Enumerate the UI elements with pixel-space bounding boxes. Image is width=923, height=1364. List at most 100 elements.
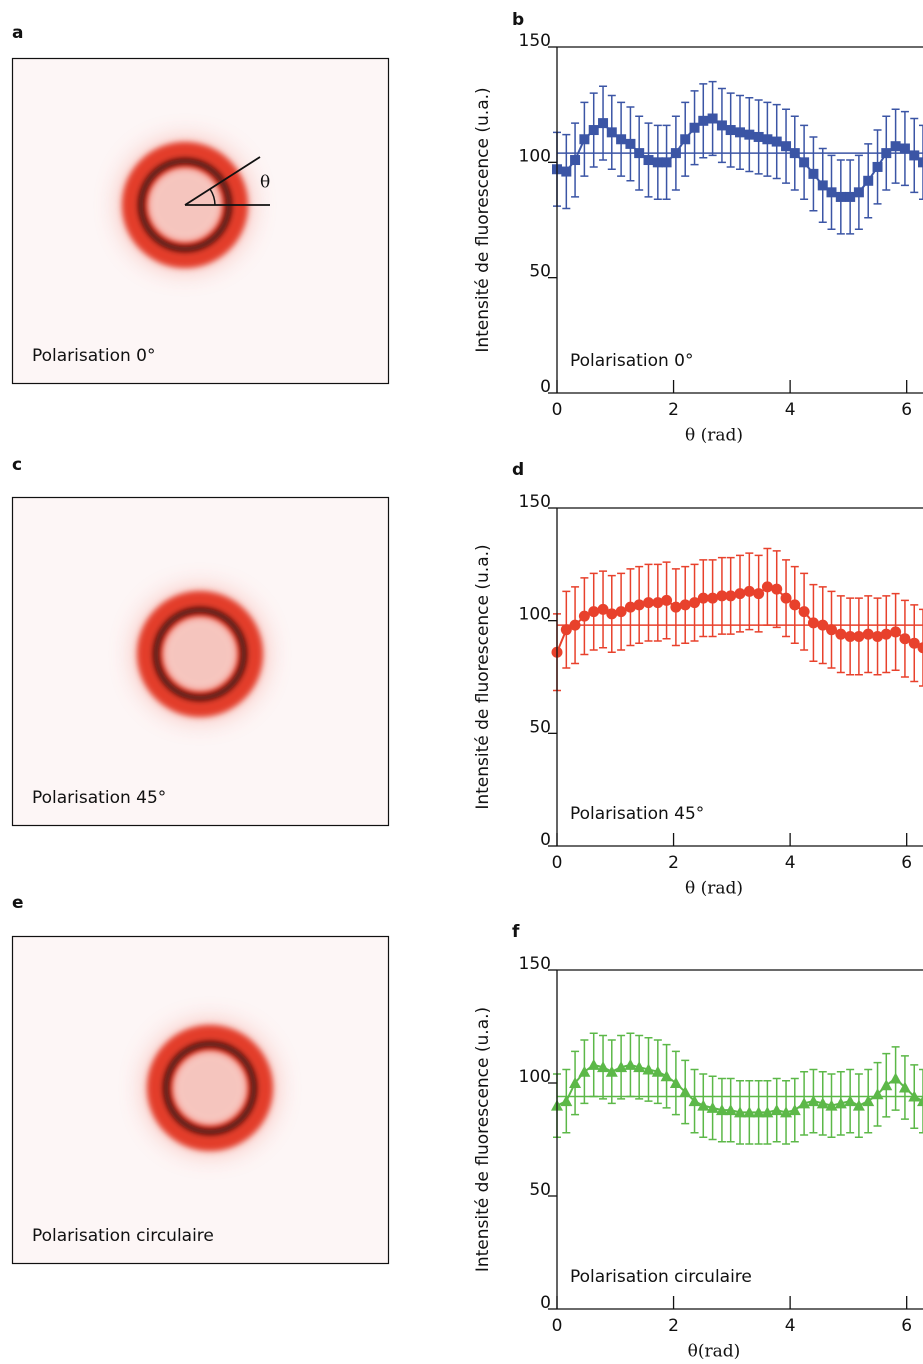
angle-line: [184, 156, 261, 206]
image-label: Polarisation circulaire: [32, 1226, 214, 1246]
x-tick-label: 4: [785, 853, 796, 873]
panel-letter: f: [512, 922, 520, 942]
data-point: [835, 628, 847, 640]
data-point: [587, 1058, 600, 1070]
y-tick-label: 100: [519, 146, 551, 166]
data-point: [835, 191, 846, 202]
image-label: Polarisation 0°: [32, 346, 155, 366]
data-point: [725, 590, 737, 602]
data-point: [770, 1104, 783, 1116]
y-tick-label: 150: [519, 492, 551, 512]
data-point: [816, 1097, 829, 1109]
data-point: [606, 608, 618, 620]
data-point: [872, 161, 883, 172]
y-tick-label: 0: [540, 1293, 551, 1313]
data-point: [725, 125, 736, 136]
data-point: [908, 1090, 921, 1102]
data-point: [845, 191, 856, 202]
data-point: [844, 1095, 857, 1107]
data-point: [679, 1086, 692, 1098]
error-bar: [919, 124, 923, 200]
data-point: [615, 606, 627, 618]
x-tick-label: 2: [668, 1316, 679, 1336]
data-point: [734, 588, 746, 600]
error-bar: [919, 1068, 923, 1134]
x-tick-label: 4: [785, 400, 796, 420]
data-point: [633, 599, 645, 611]
y-tick-label: 50: [529, 1180, 551, 1200]
y-tick-label: 150: [519, 954, 551, 974]
x-axis-label: θ (rad): [685, 426, 743, 446]
data-point: [789, 599, 801, 611]
y-tick-label: 0: [540, 377, 551, 397]
data-point: [707, 113, 718, 124]
data-point: [798, 606, 810, 618]
panel-letter: a: [12, 23, 23, 43]
data-point: [606, 127, 617, 138]
data-point: [853, 187, 864, 198]
data-point: [844, 630, 856, 642]
panel-letter: d: [512, 460, 524, 480]
data-point: [871, 1088, 884, 1100]
image-label: Polarisation 45°: [32, 788, 166, 808]
data-point: [661, 157, 672, 168]
data-point: [634, 148, 645, 159]
data-point: [661, 594, 673, 606]
data-point: [669, 1077, 682, 1088]
data-point: [688, 1095, 701, 1107]
data-point: [817, 180, 828, 191]
data-point: [716, 120, 727, 131]
data-point: [570, 155, 581, 166]
y-axis-label: Intensité de fluorescence (u.a.): [473, 87, 493, 352]
data-point: [660, 1070, 673, 1082]
data-point: [788, 1104, 801, 1116]
data-point: [826, 624, 837, 636]
data-point: [862, 628, 874, 640]
data-point: [698, 115, 709, 126]
data-point: [652, 597, 664, 609]
data-point: [597, 603, 609, 615]
data-point: [917, 642, 923, 654]
data-point: [625, 138, 636, 149]
data-point: [771, 583, 783, 595]
data-point: [689, 597, 701, 609]
panel-letter: e: [12, 893, 24, 913]
data-point: [762, 134, 773, 145]
angle-label: θ: [260, 173, 270, 193]
data-point: [605, 1065, 618, 1077]
data-point: [560, 624, 572, 636]
data-point: [899, 143, 910, 154]
data-point: [752, 1106, 765, 1118]
data-point: [578, 1065, 591, 1077]
data-point: [799, 157, 810, 168]
x-tick-label: 2: [668, 853, 679, 873]
data-point: [881, 148, 892, 159]
panel-letter: c: [12, 455, 22, 475]
data-point: [852, 1099, 865, 1111]
y-tick-label: 150: [519, 31, 551, 51]
data-point: [808, 168, 819, 179]
data-point: [588, 606, 600, 618]
data-point: [807, 617, 819, 629]
data-point: [753, 588, 765, 600]
y-tick-label: 0: [540, 830, 551, 850]
data-point: [679, 599, 691, 611]
x-axis-label: θ (rad): [685, 879, 743, 899]
data-point: [642, 1063, 655, 1075]
data-point: [753, 131, 764, 142]
angle-arc: [209, 188, 216, 206]
data-point: [780, 592, 792, 604]
x-tick-label: 6: [901, 853, 912, 873]
ring-halo: [147, 1025, 273, 1151]
annotation: Polarisation 0°: [570, 351, 693, 371]
data-point: [825, 1099, 838, 1111]
data-point: [909, 150, 920, 161]
data-point: [569, 1077, 582, 1088]
data-point: [918, 157, 923, 168]
data-point: [697, 592, 709, 604]
data-point: [616, 134, 627, 145]
ring: [163, 1041, 257, 1135]
data-point: [789, 148, 800, 159]
x-tick-label: 0: [552, 400, 563, 420]
x-tick-label: 2: [668, 400, 679, 420]
